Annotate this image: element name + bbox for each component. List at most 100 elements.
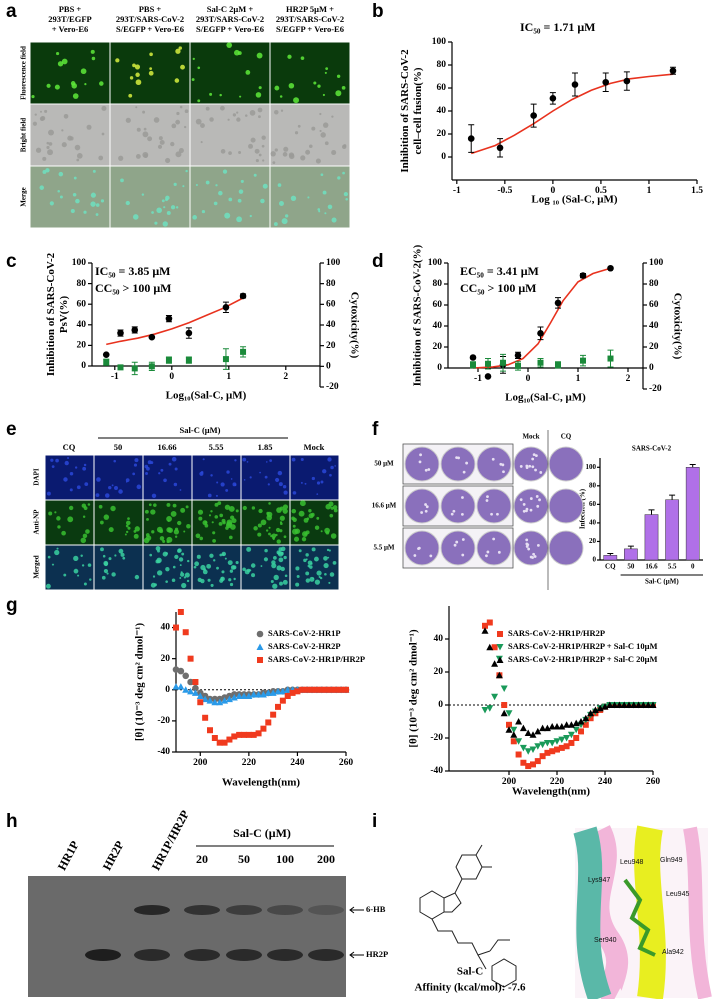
point	[165, 315, 173, 322]
chart-title: CC₅₀ > 100 μM	[460, 281, 537, 295]
cell	[90, 201, 96, 207]
cell	[264, 475, 268, 479]
cell	[156, 570, 163, 576]
point	[534, 758, 541, 765]
cell	[82, 515, 86, 519]
x-axis-label: Log ₁₀ (Sal-C, μM)	[531, 194, 617, 206]
cell	[317, 84, 321, 88]
band	[308, 949, 344, 961]
plaque	[424, 468, 428, 472]
error-bar	[669, 494, 676, 500]
cell	[220, 149, 226, 154]
chart-title: IC₅₀ = 3.85 μM	[95, 264, 171, 278]
cell	[282, 152, 288, 157]
cell	[179, 577, 182, 579]
bar	[685, 467, 700, 561]
cell	[69, 136, 74, 141]
cell	[183, 576, 187, 579]
lane-label: HR1P	[55, 838, 82, 872]
legend-marker	[496, 656, 504, 663]
cell	[197, 99, 201, 103]
band	[184, 905, 220, 915]
cell	[324, 141, 329, 146]
cell	[125, 524, 129, 528]
y-tick-label: 100	[586, 463, 597, 471]
cell	[228, 505, 235, 512]
point	[284, 693, 291, 699]
point	[177, 683, 185, 690]
plaque	[455, 540, 459, 544]
cell	[308, 513, 314, 519]
cell	[185, 169, 188, 173]
cell	[283, 146, 289, 152]
cell	[261, 144, 265, 148]
plaque	[485, 499, 489, 502]
cell	[111, 484, 114, 487]
cell	[186, 523, 191, 529]
band-label: HR2P	[366, 949, 388, 959]
chart-title: CC₅₀ > 100 μM	[95, 281, 172, 295]
cell	[153, 117, 160, 123]
cell	[234, 459, 237, 462]
band	[134, 949, 170, 961]
cell	[72, 192, 77, 197]
cell	[103, 561, 109, 567]
point	[548, 739, 556, 747]
cell	[292, 524, 296, 528]
cell	[258, 86, 262, 90]
plaque	[522, 503, 526, 506]
micrograph	[93, 544, 144, 591]
cell	[32, 121, 38, 126]
cell	[63, 113, 69, 119]
cell	[54, 549, 60, 556]
well	[476, 488, 512, 524]
cell	[154, 221, 158, 225]
error-bar	[648, 509, 655, 515]
x-tick-label: 1	[576, 374, 581, 384]
plaque	[460, 512, 464, 516]
cell	[258, 115, 261, 119]
plaque	[525, 542, 529, 546]
cell	[275, 477, 280, 483]
legend-label: SARS-CoV-2-HR1P/HR2P + Sal-C 10μM	[508, 641, 658, 651]
plaque	[538, 498, 541, 502]
y-tick-label: -20	[430, 733, 443, 743]
cell	[266, 511, 273, 518]
y-tick-label: 20	[437, 129, 447, 139]
cell	[173, 482, 178, 487]
cell	[260, 519, 267, 526]
point	[524, 748, 532, 755]
band	[226, 949, 262, 961]
cell	[146, 517, 149, 521]
cell	[31, 94, 35, 99]
x-tick-label: 220	[242, 758, 257, 768]
point	[572, 719, 580, 727]
cell	[345, 198, 348, 201]
cell	[262, 159, 265, 162]
cell	[224, 557, 227, 560]
y2-tick-label: 100	[326, 258, 341, 268]
cell	[271, 533, 277, 539]
x-tick-label: 240	[290, 758, 305, 768]
cell	[219, 93, 222, 97]
cell	[157, 144, 163, 149]
point	[539, 753, 546, 760]
x-tick-label: 1	[647, 186, 652, 196]
cell	[89, 578, 92, 581]
point	[187, 678, 194, 686]
arrow	[349, 906, 364, 914]
cell	[118, 489, 123, 494]
cell	[96, 477, 101, 482]
point	[103, 359, 110, 366]
point	[625, 701, 633, 708]
cell	[174, 535, 178, 538]
cell	[152, 575, 156, 578]
y-tick-label: 20	[161, 654, 171, 664]
point	[515, 738, 523, 745]
cell	[133, 463, 138, 467]
lane-label: HR2P	[100, 838, 127, 872]
point	[549, 748, 556, 755]
cell	[98, 155, 104, 161]
cell	[86, 124, 92, 130]
point	[669, 67, 677, 75]
